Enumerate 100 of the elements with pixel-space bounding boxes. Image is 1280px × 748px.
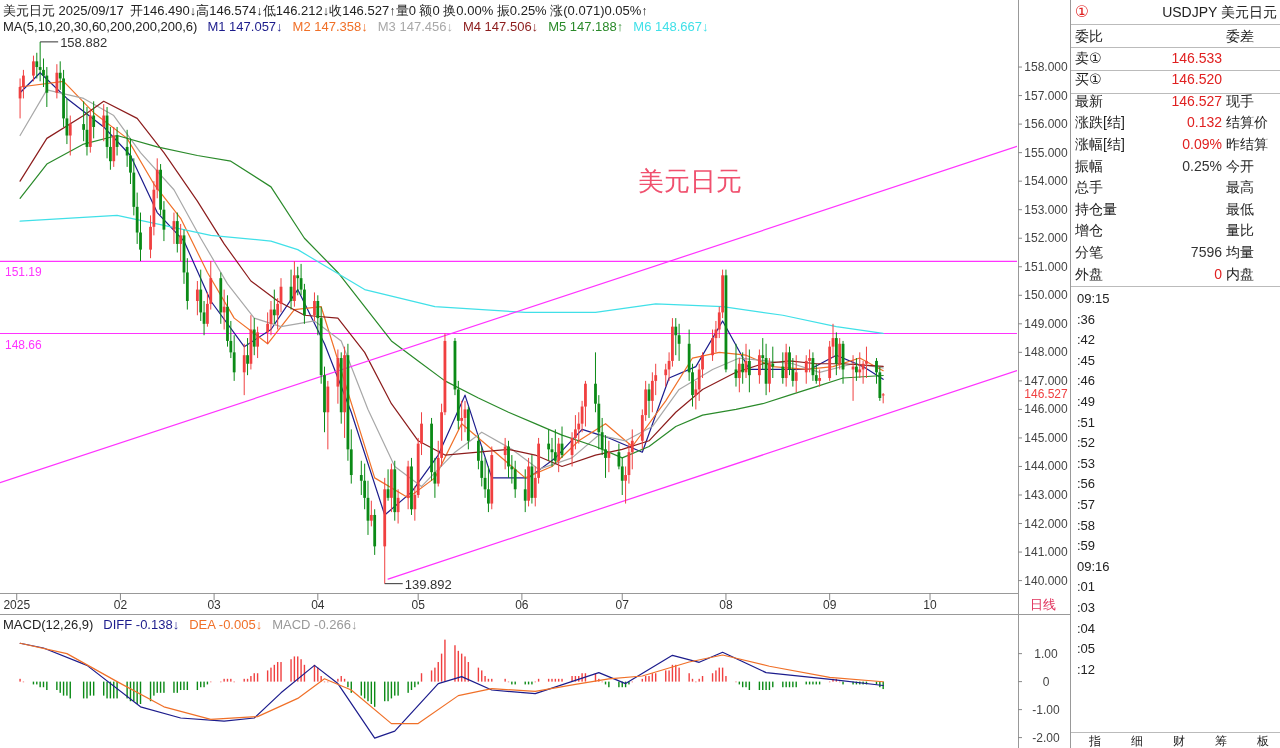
text: 146.527: [1171, 92, 1222, 109]
ref-line-label: 148.66: [5, 337, 43, 352]
category-label: 涨幅[结]: [1075, 136, 1125, 152]
ref-line-label: 151.19: [5, 265, 43, 280]
y-tick-label: 150.000: [1024, 288, 1069, 303]
category-label: 买①: [1075, 71, 1102, 88]
text: 0.132: [1186, 114, 1222, 131]
text: 146.520: [1171, 71, 1222, 88]
x-tick-label: 07: [615, 598, 630, 612]
text: M5 147.188↑: [548, 19, 624, 34]
text: M6 148.667↓: [633, 19, 709, 34]
y-tick-label: 147.000: [1024, 373, 1069, 388]
text: DIFF -0.138↓: [103, 617, 180, 632]
text: 财: [1173, 734, 1185, 748]
y-tick-label: 0: [1042, 674, 1050, 689]
text: :42: [1077, 332, 1096, 348]
category-label: 内盘: [1226, 265, 1254, 282]
text: M3 147.456↓: [377, 19, 453, 34]
text: :05: [1077, 641, 1096, 657]
y-tick-label: 156.000: [1024, 117, 1069, 132]
text: 09:16: [1077, 558, 1110, 574]
y-tick-label: 146.000: [1024, 402, 1069, 417]
text: :56: [1077, 476, 1096, 492]
y-tick-label: 140.000: [1024, 573, 1069, 588]
category-label: 涨跌[结]: [1075, 114, 1125, 131]
x-tick-label: 06: [515, 598, 529, 612]
category-label: 均量: [1226, 244, 1254, 260]
legend-title: MACD(12,26,9): [3, 617, 94, 632]
text: :45: [1077, 352, 1096, 368]
text: :04: [1077, 620, 1096, 636]
y-tick-label: 158.000: [1024, 60, 1069, 75]
text: :58: [1077, 517, 1096, 533]
text: USDJPY 美元日元: [1162, 4, 1277, 20]
chart-subtitle: 开146.490↓高146.574↓低146.212↓收146.527↑量0 额0 换0.00% 振0.25% 涨(0.071)0.05%↑: [129, 3, 648, 18]
text: 日线: [1030, 597, 1056, 612]
text: 筹: [1215, 734, 1227, 748]
y-tick-label: 144.000: [1024, 459, 1069, 474]
category-label: 量比: [1226, 222, 1254, 239]
annotation: 158.882: [60, 34, 108, 50]
x-tick-label: 04: [311, 598, 325, 612]
y-tick-label: 148.000: [1024, 345, 1069, 360]
text: 146.527: [1024, 387, 1069, 402]
text: :59: [1077, 538, 1096, 554]
y-tick-label: 143.000: [1024, 488, 1069, 502]
x-tick-label: 08: [719, 598, 733, 612]
x-tick-label: 05: [411, 598, 426, 612]
x-tick-label: 10: [923, 598, 938, 612]
text: :03: [1077, 600, 1096, 615]
category-label: 最低: [1226, 200, 1254, 217]
text: DEA -0.005↓: [189, 617, 263, 632]
x-tick-label: 02: [113, 598, 128, 612]
x-tick-label: 2025: [3, 598, 31, 612]
y-tick-label: -2.00: [1032, 730, 1060, 745]
category-label: 振幅: [1075, 157, 1103, 174]
text: 7596: [1190, 244, 1222, 260]
text: 146.533: [1171, 49, 1222, 66]
text: :36: [1077, 311, 1096, 327]
text: 0: [1214, 265, 1222, 282]
category-label: 总手: [1074, 179, 1103, 196]
category-label: 增仓: [1074, 222, 1103, 239]
text: :49: [1077, 394, 1096, 409]
text: :51: [1077, 414, 1096, 430]
y-tick-label: 141.000: [1024, 545, 1069, 560]
y-tick-label: 155.000: [1024, 145, 1069, 160]
y-tick-label: 1.00: [1034, 646, 1058, 661]
y-tick-label: 157.000: [1024, 88, 1069, 103]
text: 09:15: [1077, 291, 1110, 306]
y-tick-label: -1.00: [1032, 702, 1060, 717]
text: 板: [1256, 734, 1269, 748]
y-tick-label: 153.000: [1024, 202, 1069, 217]
annotation: 139.892: [404, 576, 452, 592]
y-tick-label: 145.000: [1024, 430, 1069, 445]
text: 指: [1088, 734, 1101, 748]
x-tick-label: 09: [822, 598, 837, 612]
text: ①: [1074, 3, 1090, 20]
annotation: 美元日元: [638, 166, 742, 196]
category-label: 委比: [1075, 28, 1103, 44]
text: MACD -0.266↓: [272, 617, 358, 632]
text: :46: [1077, 373, 1096, 389]
category-label: 委差: [1226, 28, 1254, 44]
category-label: 分笔: [1075, 244, 1103, 260]
chart-title: 美元日元 2025/09/17: [3, 3, 124, 18]
text: M2 147.358↓: [292, 19, 368, 34]
y-tick-label: 151.000: [1024, 259, 1069, 274]
text: :57: [1077, 497, 1096, 512]
text: 细: [1131, 734, 1143, 748]
y-tick-label: 142.000: [1024, 516, 1069, 531]
y-tick-label: 152.000: [1024, 231, 1069, 246]
category-label: 昨结算: [1226, 136, 1268, 152]
text: M1 147.057↓: [207, 19, 283, 34]
category-label: 现手: [1226, 92, 1254, 109]
category-label: 持仓量: [1075, 200, 1117, 217]
category-label: 最新: [1075, 92, 1103, 109]
category-label: 外盘: [1075, 265, 1103, 282]
text: :01: [1077, 579, 1096, 595]
text: :12: [1077, 661, 1096, 677]
x-tick-label: 03: [207, 598, 222, 612]
category-label: 结算价: [1226, 114, 1268, 131]
text: :52: [1077, 435, 1096, 451]
category-label: 最高: [1226, 179, 1254, 196]
